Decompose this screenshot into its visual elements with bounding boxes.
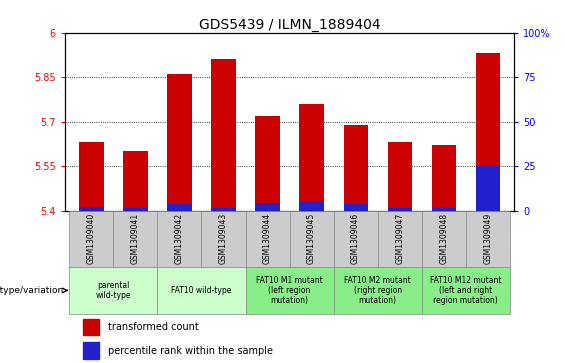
Text: FAT10 M1 mutant
(left region
mutation): FAT10 M1 mutant (left region mutation) bbox=[256, 276, 323, 305]
Text: GSM1309043: GSM1309043 bbox=[219, 213, 228, 264]
Bar bbox=[246, 267, 333, 314]
Bar bbox=[158, 267, 246, 314]
Bar bbox=[466, 211, 510, 267]
Bar bbox=[114, 211, 158, 267]
Text: FAT10 M2 mutant
(right region
mutation): FAT10 M2 mutant (right region mutation) bbox=[344, 276, 411, 305]
Bar bbox=[167, 74, 192, 211]
Bar bbox=[421, 211, 466, 267]
Text: GSM1309049: GSM1309049 bbox=[483, 213, 492, 264]
Bar bbox=[83, 319, 99, 335]
Bar bbox=[79, 142, 103, 211]
Bar bbox=[202, 211, 246, 267]
Bar bbox=[344, 204, 368, 211]
Text: parental
wild-type: parental wild-type bbox=[95, 281, 131, 300]
Bar bbox=[432, 145, 456, 211]
Bar bbox=[344, 125, 368, 211]
Bar bbox=[69, 211, 114, 267]
Bar bbox=[211, 208, 236, 211]
Bar bbox=[255, 203, 280, 211]
Text: GSM1309042: GSM1309042 bbox=[175, 213, 184, 264]
Bar bbox=[123, 151, 147, 211]
Bar bbox=[123, 208, 147, 211]
Text: GSM1309040: GSM1309040 bbox=[87, 213, 96, 264]
Bar bbox=[299, 201, 324, 211]
Text: FAT10 M12 mutant
(left and right
region mutation): FAT10 M12 mutant (left and right region … bbox=[430, 276, 502, 305]
Bar bbox=[255, 116, 280, 211]
Bar bbox=[476, 166, 500, 211]
Text: GSM1309046: GSM1309046 bbox=[351, 213, 360, 264]
Bar bbox=[388, 142, 412, 211]
Bar bbox=[333, 267, 421, 314]
Text: GSM1309048: GSM1309048 bbox=[439, 213, 448, 264]
Bar bbox=[377, 211, 421, 267]
Bar bbox=[69, 267, 158, 314]
Text: GSM1309047: GSM1309047 bbox=[395, 213, 404, 264]
Bar bbox=[246, 211, 289, 267]
Text: percentile rank within the sample: percentile rank within the sample bbox=[108, 346, 273, 356]
Bar bbox=[388, 208, 412, 211]
Text: genotype/variation: genotype/variation bbox=[0, 286, 64, 295]
Bar bbox=[476, 53, 500, 211]
Bar bbox=[432, 208, 456, 211]
Text: FAT10 wild-type: FAT10 wild-type bbox=[171, 286, 232, 295]
Bar bbox=[79, 207, 103, 211]
Bar bbox=[83, 342, 99, 359]
Bar bbox=[289, 211, 333, 267]
Text: GSM1309045: GSM1309045 bbox=[307, 213, 316, 264]
Text: GSM1309044: GSM1309044 bbox=[263, 213, 272, 264]
Title: GDS5439 / ILMN_1889404: GDS5439 / ILMN_1889404 bbox=[199, 18, 380, 32]
Text: GSM1309041: GSM1309041 bbox=[131, 213, 140, 264]
Text: transformed count: transformed count bbox=[108, 322, 199, 332]
Bar bbox=[299, 104, 324, 211]
Bar bbox=[333, 211, 377, 267]
Bar bbox=[158, 211, 202, 267]
Bar bbox=[211, 59, 236, 211]
Bar bbox=[167, 204, 192, 211]
Bar bbox=[421, 267, 510, 314]
